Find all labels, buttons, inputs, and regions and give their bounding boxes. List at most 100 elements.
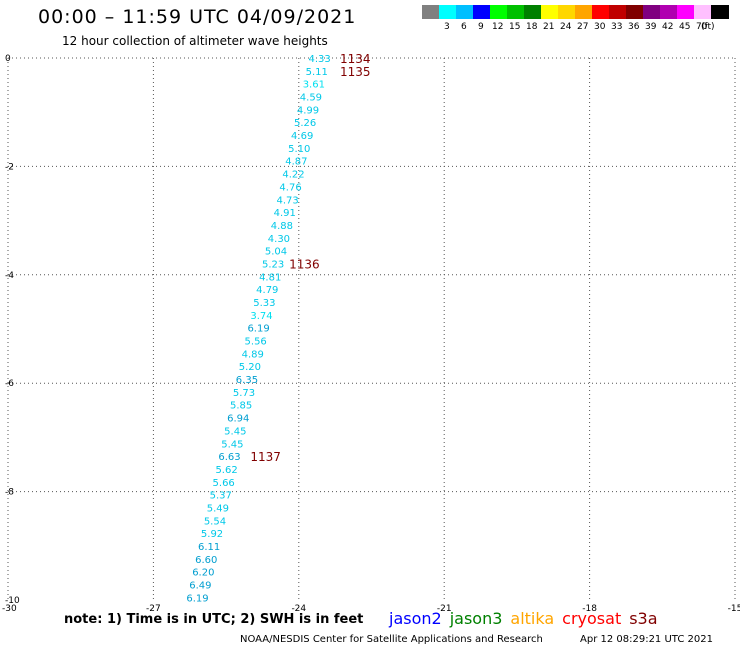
legend-label: 45 [679,22,691,32]
satellite-legend: jason2 jason3 altika cryosat s3a [389,609,666,628]
legend-label: 9 [478,22,484,32]
data-point-label: 4.59 [300,92,322,103]
legend-label: 33 [611,22,623,32]
x-tick-label: -18 [582,604,597,614]
time-label: 1135 [340,65,371,79]
legend-label: 18 [526,22,538,32]
legend-swatch [677,5,695,19]
y-tick-label: -10 [5,596,20,606]
legend-swatch [660,5,678,19]
legend-label: 6 [461,22,467,32]
y-tick-label: -2 [5,162,14,172]
x-tick-label: -24 [291,604,306,614]
x-tick-label: -27 [146,604,161,614]
legend-swatch [524,5,542,19]
data-point-label: 6.20 [192,567,214,578]
legend-label: 42 [662,22,674,32]
data-point-label: 5.54 [204,516,226,527]
data-point-label: 5.10 [288,144,310,155]
data-point-label: 6.60 [195,555,217,566]
data-point-label: 5.73 [233,388,255,399]
data-point-label: 5.62 [215,465,237,476]
legend-swatch [439,5,457,19]
y-tick-label: -4 [5,271,14,281]
satellite-name: altika [510,609,555,628]
data-point-label: 5.45 [221,439,243,450]
legend-swatch [507,5,525,19]
legend-swatch [592,5,610,19]
y-tick-label: 0 [5,54,11,64]
data-point-label: 5.56 [245,336,267,347]
satellite-name: cryosat [562,609,622,628]
data-point-label: 5.92 [201,529,223,540]
legend-label: 30 [594,22,606,32]
legend-swatch [694,5,712,19]
legend-label: 70 [696,22,708,32]
time-label: 1136 [289,257,320,271]
legend-swatch [575,5,593,19]
data-point-label: 4.88 [271,221,293,232]
legend-swatch [711,5,729,19]
legend-swatch [422,5,440,19]
x-tick-label: -15 [728,604,740,614]
legend-label: 24 [560,22,572,32]
x-tick-label: -21 [437,604,452,614]
footnote: note: 1) Time is in UTC; 2) SWH is in fe… [64,612,364,627]
data-point-label: 4.81 [259,272,281,283]
time-label: 1134 [340,52,371,66]
legend-swatch [626,5,644,19]
legend-label: 39 [645,22,657,32]
data-point-label: 5.11 [306,67,328,78]
chart-subtitle: 12 hour collection of altimeter wave hei… [62,34,328,48]
data-point-label: 5.66 [213,478,235,489]
data-point-label: 4.89 [242,349,264,360]
chart-title: 00:00 – 11:59 UTC 04/09/2021 [38,6,357,28]
data-point-label: 4.69 [291,131,313,142]
data-point-label: 6.94 [227,413,249,424]
data-point-label: 6.11 [198,542,220,553]
x-tick-label: -30 [2,604,17,614]
legend-label: 27 [577,22,589,32]
data-point-label: 5.45 [224,426,246,437]
data-point-label: 4.22 [282,169,304,180]
data-point-label: 4.87 [285,156,307,167]
data-point-label: 5.49 [207,503,229,514]
data-point-label: 5.33 [253,298,275,309]
satellite-name: jason3 [449,609,503,628]
data-point-label: 4.33 [309,54,331,65]
data-point-label: 5.20 [239,362,261,373]
legend-swatch [558,5,576,19]
legend-swatch [609,5,627,19]
data-point-label: 5.26 [294,118,316,129]
data-point-label: 6.49 [189,580,211,591]
data-point-label: 5.37 [210,490,232,501]
legend-swatch [473,5,491,19]
generated-timestamp: Apr 12 08:29:21 UTC 2021 [580,634,713,645]
satellite-name: s3a [629,609,658,628]
data-point-label: 6.19 [186,593,208,604]
legend-label: 36 [628,22,640,32]
data-point-label: 4.73 [277,195,299,206]
legend-swatch [541,5,559,19]
y-tick-label: -8 [5,488,14,498]
data-point-label: 4.79 [256,285,278,296]
legend-label: 21 [543,22,555,32]
credit-line: NOAA/NESDIS Center for Satellite Applica… [240,634,543,645]
legend-swatch [643,5,661,19]
y-tick-label: -6 [5,379,14,389]
data-point-label: 6.63 [218,452,240,463]
legend-label: 15 [509,22,521,32]
satellite-name: jason2 [389,609,442,628]
data-point-label: 3.74 [250,311,272,322]
data-point-label: 4.99 [297,105,319,116]
legend-swatch [456,5,474,19]
time-label: 1137 [250,450,281,464]
legend-unit: (ft) [701,22,715,32]
legend-swatch [490,5,508,19]
data-point-label: 4.91 [274,208,296,219]
data-point-label: 3.61 [303,79,325,90]
data-point-label: 4.30 [268,234,290,245]
legend-label: 12 [492,22,504,32]
data-point-label: 5.23 [262,259,284,270]
